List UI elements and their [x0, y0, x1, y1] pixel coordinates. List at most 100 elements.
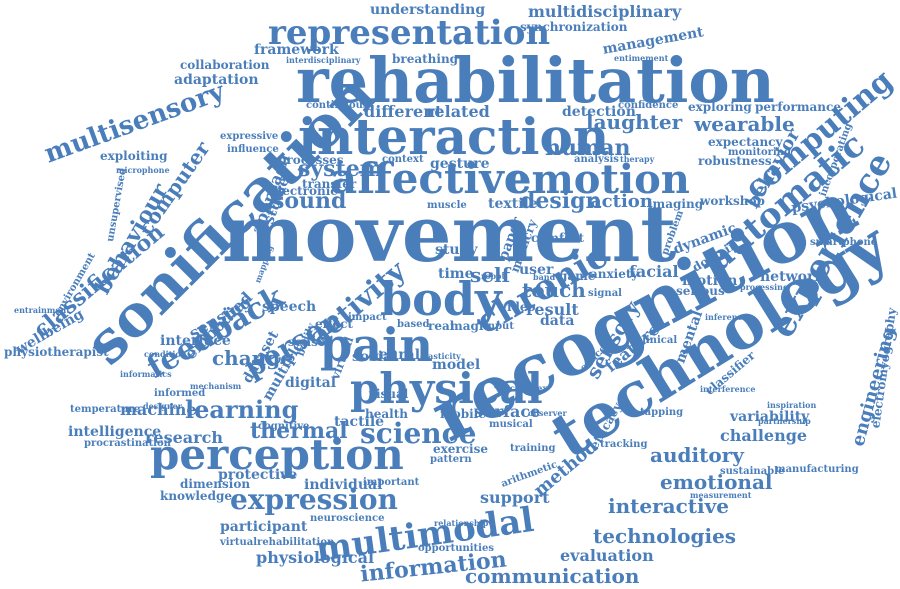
word-processes: processes [278, 153, 344, 167]
word-interactive: interactive [608, 494, 729, 518]
word-clinical: clinical [636, 335, 678, 346]
word-transfer: transfer [302, 177, 357, 191]
word-technologies: technologies [593, 524, 737, 548]
word-condition: condition [144, 349, 187, 359]
word-emotion: emotion [506, 156, 690, 203]
word-speech: speech [262, 299, 317, 315]
word-surface: surface [474, 402, 541, 421]
word-context: context [382, 154, 424, 165]
word-facial: facial [629, 262, 679, 281]
word-microphone: microphone [116, 165, 170, 175]
word-challenge: challenge [720, 426, 808, 445]
word-tactile: tactile [334, 414, 385, 430]
word-interaction: interaction [298, 107, 610, 166]
word-game: game [559, 269, 596, 283]
word-neural: neural [369, 347, 421, 363]
word-therapy: therapy [620, 154, 655, 164]
word-temperature: temperature [70, 404, 141, 415]
word-smartphone: smartphone [810, 237, 878, 248]
word-dimension: dimension [180, 477, 251, 491]
word-magic: magic [450, 319, 491, 333]
word-change: change [212, 346, 293, 370]
word-gesture: gesture [430, 156, 490, 172]
word-physiotherapist: physiotherapist [4, 345, 109, 359]
word-expectancy: expectancy [708, 135, 783, 149]
word-protective: protective [218, 467, 298, 483]
word-neuroscience: neuroscience [310, 513, 385, 524]
word-learning: learning [185, 395, 299, 424]
word-performance: performance [755, 100, 841, 114]
word-machine: machine [120, 400, 197, 419]
word-individual: individual [304, 477, 383, 493]
word-representation: representation [268, 13, 551, 53]
word-digital: digital [285, 375, 337, 391]
word-anxiety: anxiety [590, 267, 639, 281]
word-effect: effect [315, 317, 353, 331]
word-processing: processing [740, 282, 789, 292]
word-signal: signal [588, 288, 622, 299]
word-framework: framework [254, 42, 339, 58]
word-network: network [760, 269, 825, 285]
word-understanding: understanding [370, 2, 486, 18]
word-measurement: measurement [690, 490, 752, 500]
word-physical: physical [350, 364, 543, 413]
word-tracking: tracking [600, 439, 648, 450]
word-interference: interference [700, 384, 756, 394]
word-comfort: comfort [531, 231, 585, 245]
word-workshop: workshop [700, 194, 765, 208]
word-training: training [510, 443, 556, 454]
word-designer: designer [143, 401, 182, 411]
word-sound: sound [272, 188, 347, 214]
word-model: model [432, 357, 481, 373]
word-variability: variability [730, 409, 810, 425]
word-support: support [480, 488, 550, 507]
word-opportunities: opportunities [418, 543, 494, 554]
word-procrastination: procrastination [84, 438, 171, 449]
word-robot: robot [481, 271, 506, 281]
word-expression: expression [230, 483, 398, 516]
word-system: system [298, 156, 383, 182]
word-rehabilitation: rehabilitation [296, 44, 775, 117]
word-action: action [590, 191, 653, 212]
word-social: social [352, 349, 398, 365]
word-robustness: robustness [698, 154, 772, 168]
word-wearable: wearable [694, 112, 795, 136]
word-confidence: confidence [618, 100, 679, 111]
word-pain: pain [320, 318, 433, 372]
word-perception: perception [150, 430, 404, 479]
word-sense: sense [288, 335, 326, 349]
word-related: related [426, 102, 490, 121]
word-thermal: thermal [250, 418, 348, 444]
word-touch: touch [522, 278, 586, 302]
word-continuous: continuous [306, 100, 369, 111]
word-emotional: emotional [660, 470, 773, 494]
word-manufacturing: manufacturing [775, 464, 859, 475]
word-exploring: exploring [688, 100, 752, 114]
word-entrainment: entrainment [14, 305, 70, 315]
word-imaging: imaging [648, 197, 704, 211]
word-partnership: partnership [758, 416, 811, 426]
word-auditory: auditory [650, 443, 744, 467]
word-inspiration: inspiration [767, 400, 817, 410]
word-science: science [360, 417, 477, 450]
word-synchronization: synchronization [520, 20, 628, 34]
word-pattern: pattern [430, 454, 472, 465]
word-analysis: analysis [574, 154, 619, 165]
word-inference: inference [705, 312, 748, 322]
word-laughter: laughter [586, 110, 683, 134]
word-detection: detection [562, 104, 636, 120]
word-interdisciplinary: interdisciplinary [286, 55, 361, 65]
word-monitoring: monitoring [728, 147, 791, 158]
word-serious: serious [676, 284, 725, 298]
word-interface: interface [160, 333, 231, 349]
word-cognitive: cognitive [258, 421, 310, 432]
word-data: data [540, 313, 575, 329]
word-musical: musical [489, 419, 533, 430]
word-tapping: tapping [640, 407, 684, 418]
word-influence: influence [227, 144, 279, 155]
word-relationship: relationship [434, 518, 489, 528]
word-mechanism: mechanism [190, 381, 242, 391]
word-entimement: entimement [614, 53, 669, 63]
word-electronic: electronic [270, 184, 338, 198]
